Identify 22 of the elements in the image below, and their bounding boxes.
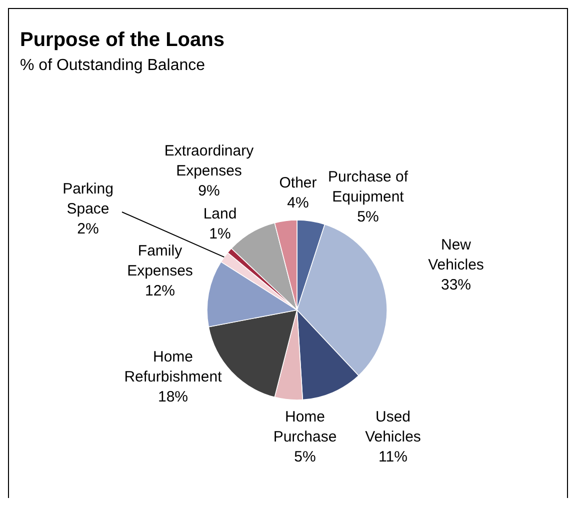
slice-label: Parking Space <box>62 180 114 218</box>
slice-label: Used Vehicles <box>365 408 421 446</box>
data-label: 12% <box>144 282 176 300</box>
slice-label: Home Refurbishment <box>124 348 223 386</box>
slice-label: New Vehicles <box>428 236 484 274</box>
chart-title: Purpose of the Loans <box>20 29 224 51</box>
slice-label: Other <box>279 174 317 192</box>
data-label: 1% <box>209 225 231 242</box>
data-label: 4% <box>287 194 309 212</box>
data-label: 18% <box>158 388 188 406</box>
slice-label: Family Expenses <box>127 242 193 280</box>
slice-label: Purchase of Equipment <box>328 168 409 206</box>
data-label: 5% <box>357 208 379 226</box>
slice-label: Land <box>203 205 237 222</box>
data-label: 9% <box>198 182 220 200</box>
slice-label: Home Purchase <box>273 408 337 446</box>
data-label: 33% <box>440 276 472 294</box>
slice-label: Extraordinary Expenses <box>164 142 254 180</box>
chart-subtitle: % of Outstanding Balance <box>20 57 206 74</box>
data-label: 2% <box>77 220 99 238</box>
data-label: 5% <box>294 448 316 466</box>
data-label: 11% <box>378 448 408 466</box>
